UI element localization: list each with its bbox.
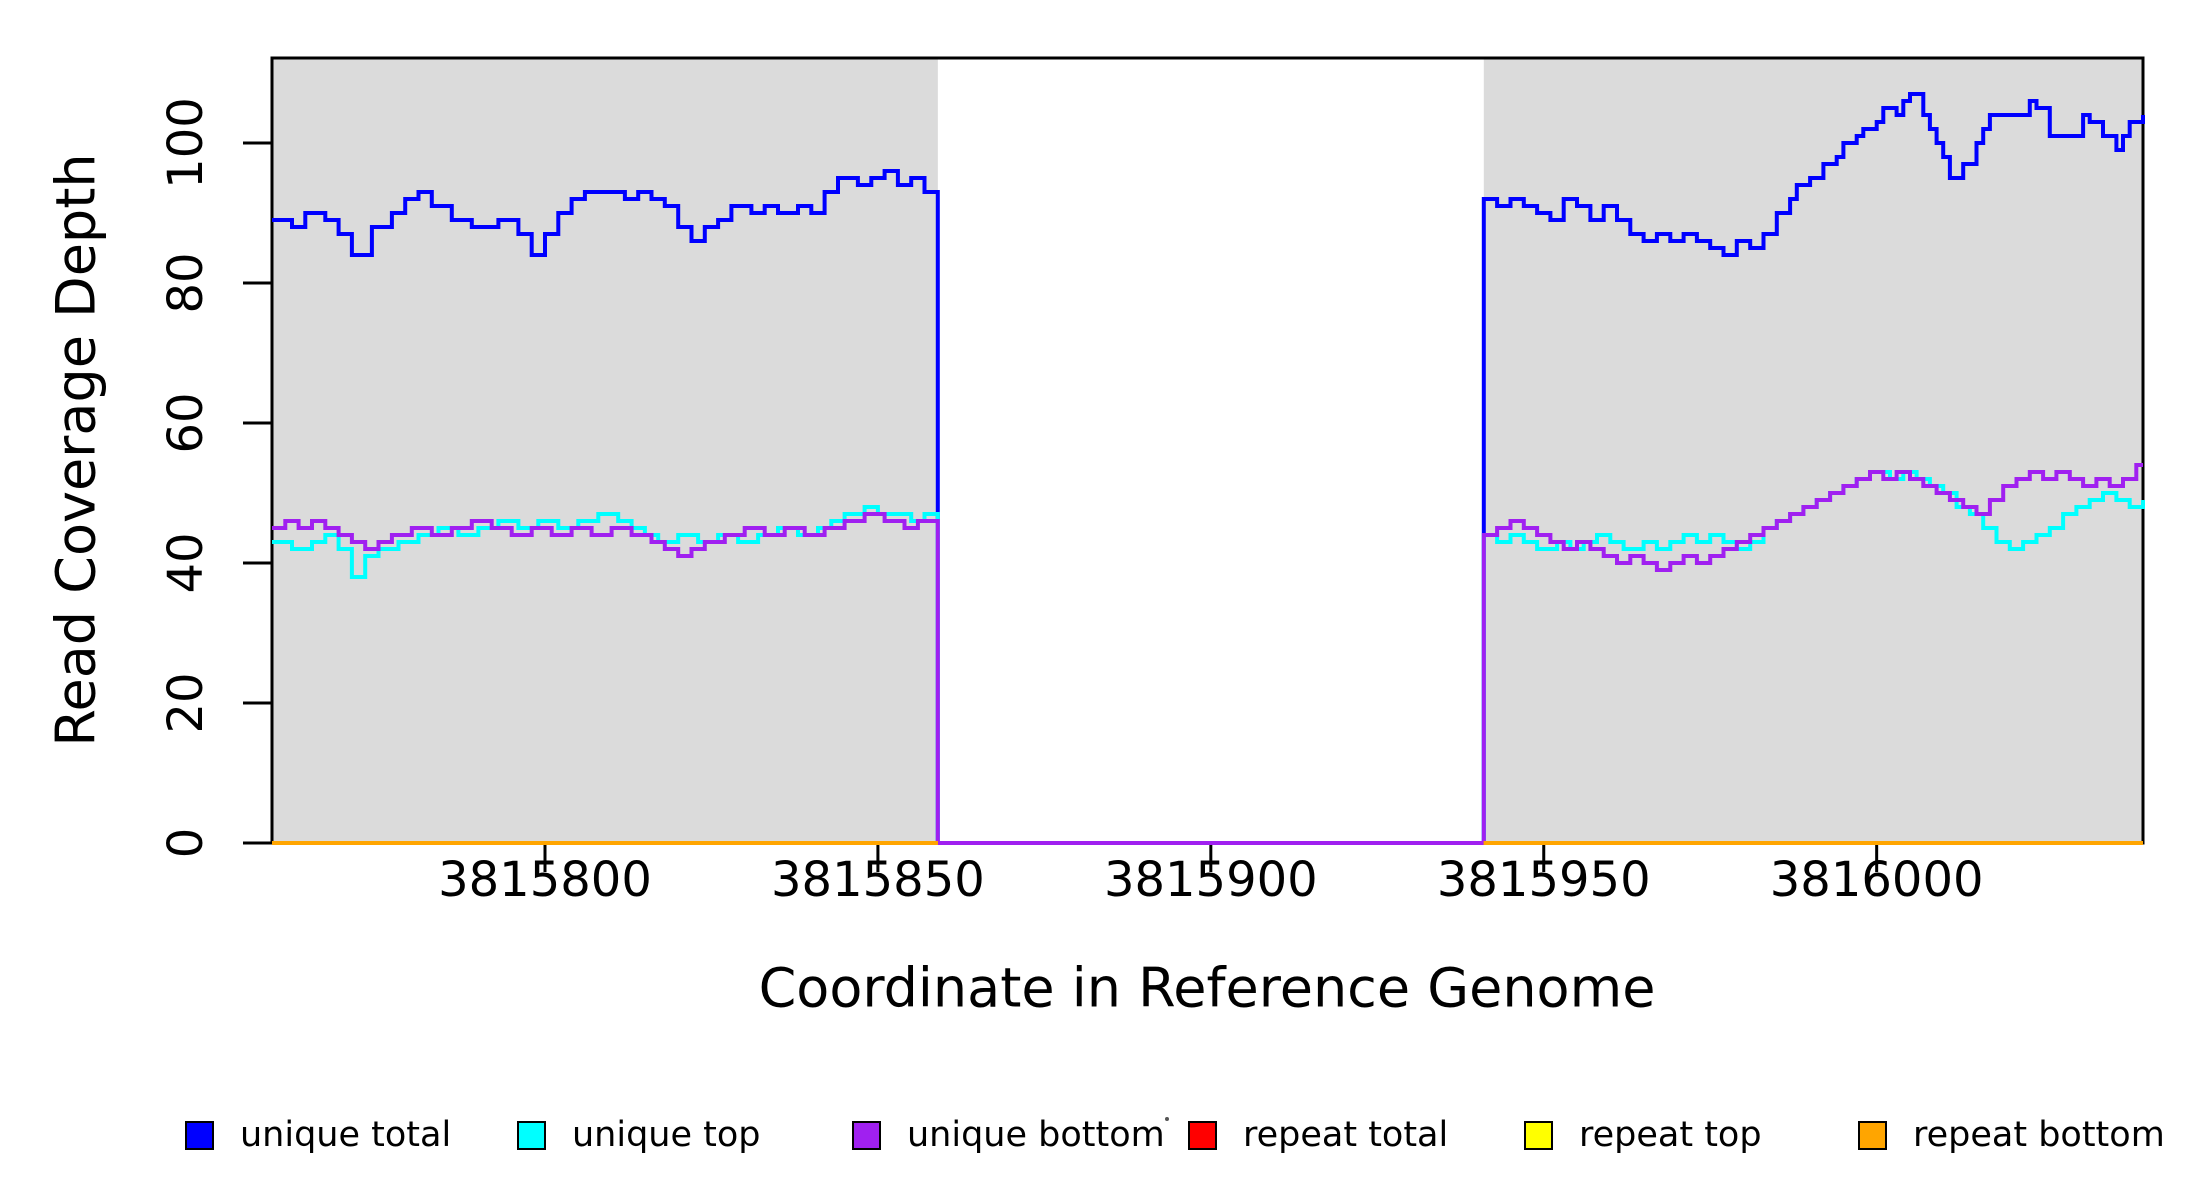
- y-tick-label: 40: [158, 532, 214, 594]
- series-line-unique-total: [272, 92, 2145, 845]
- y-axis-title: Read Coverage Depth: [44, 153, 108, 747]
- legend-item-unique-top: unique top: [517, 1115, 761, 1155]
- legend-swatch-unique-bottom: [852, 1120, 881, 1150]
- legend-label: unique total: [240, 1115, 452, 1155]
- legend-item-repeat-top: repeat top: [1524, 1115, 1762, 1155]
- x-tick-label: 3815850: [771, 852, 985, 908]
- y-tick-label: 20: [158, 672, 214, 734]
- x-tick-label: 3815900: [1103, 852, 1318, 908]
- y-tick-label: 60: [158, 392, 214, 454]
- shaded-region-right: [1483, 58, 2143, 843]
- shaded-region-left: [272, 58, 938, 843]
- x-tick-label: 3815950: [1436, 852, 1651, 908]
- legend-swatch-unique-top: [517, 1120, 546, 1150]
- legend-swatch-repeat-top: [1524, 1120, 1553, 1150]
- legend-item-unique-total: unique total: [185, 1115, 452, 1155]
- legend-item-repeat-bottom: repeat bottom: [1858, 1115, 2165, 1155]
- legend-swatch-repeat-total: [1188, 1120, 1217, 1150]
- legend-label: repeat top: [1579, 1115, 1762, 1155]
- stray-dot-artifact: [1165, 1117, 1169, 1121]
- legend-swatch-unique-total: [185, 1120, 214, 1150]
- x-tick-label: 3816000: [1769, 852, 1984, 908]
- legend-item-repeat-total: repeat total: [1188, 1115, 1449, 1155]
- legend-label: repeat total: [1243, 1115, 1449, 1155]
- legend-label: repeat bottom: [1913, 1115, 2165, 1155]
- x-tick-label: 3815800: [438, 852, 652, 908]
- x-axis-title: Coordinate in Reference Genome: [758, 956, 1656, 1020]
- legend-item-unique-bottom: unique bottom: [852, 1115, 1165, 1155]
- legend-label: unique top: [572, 1115, 761, 1155]
- y-tick-label: 100: [158, 97, 214, 189]
- y-tick-label: 80: [158, 252, 214, 314]
- series-line-unique-bottom: [272, 463, 2143, 845]
- legend-swatch-repeat-bottom: [1858, 1120, 1887, 1150]
- legend-label: unique bottom: [907, 1115, 1165, 1155]
- y-tick-label: 0: [158, 827, 214, 859]
